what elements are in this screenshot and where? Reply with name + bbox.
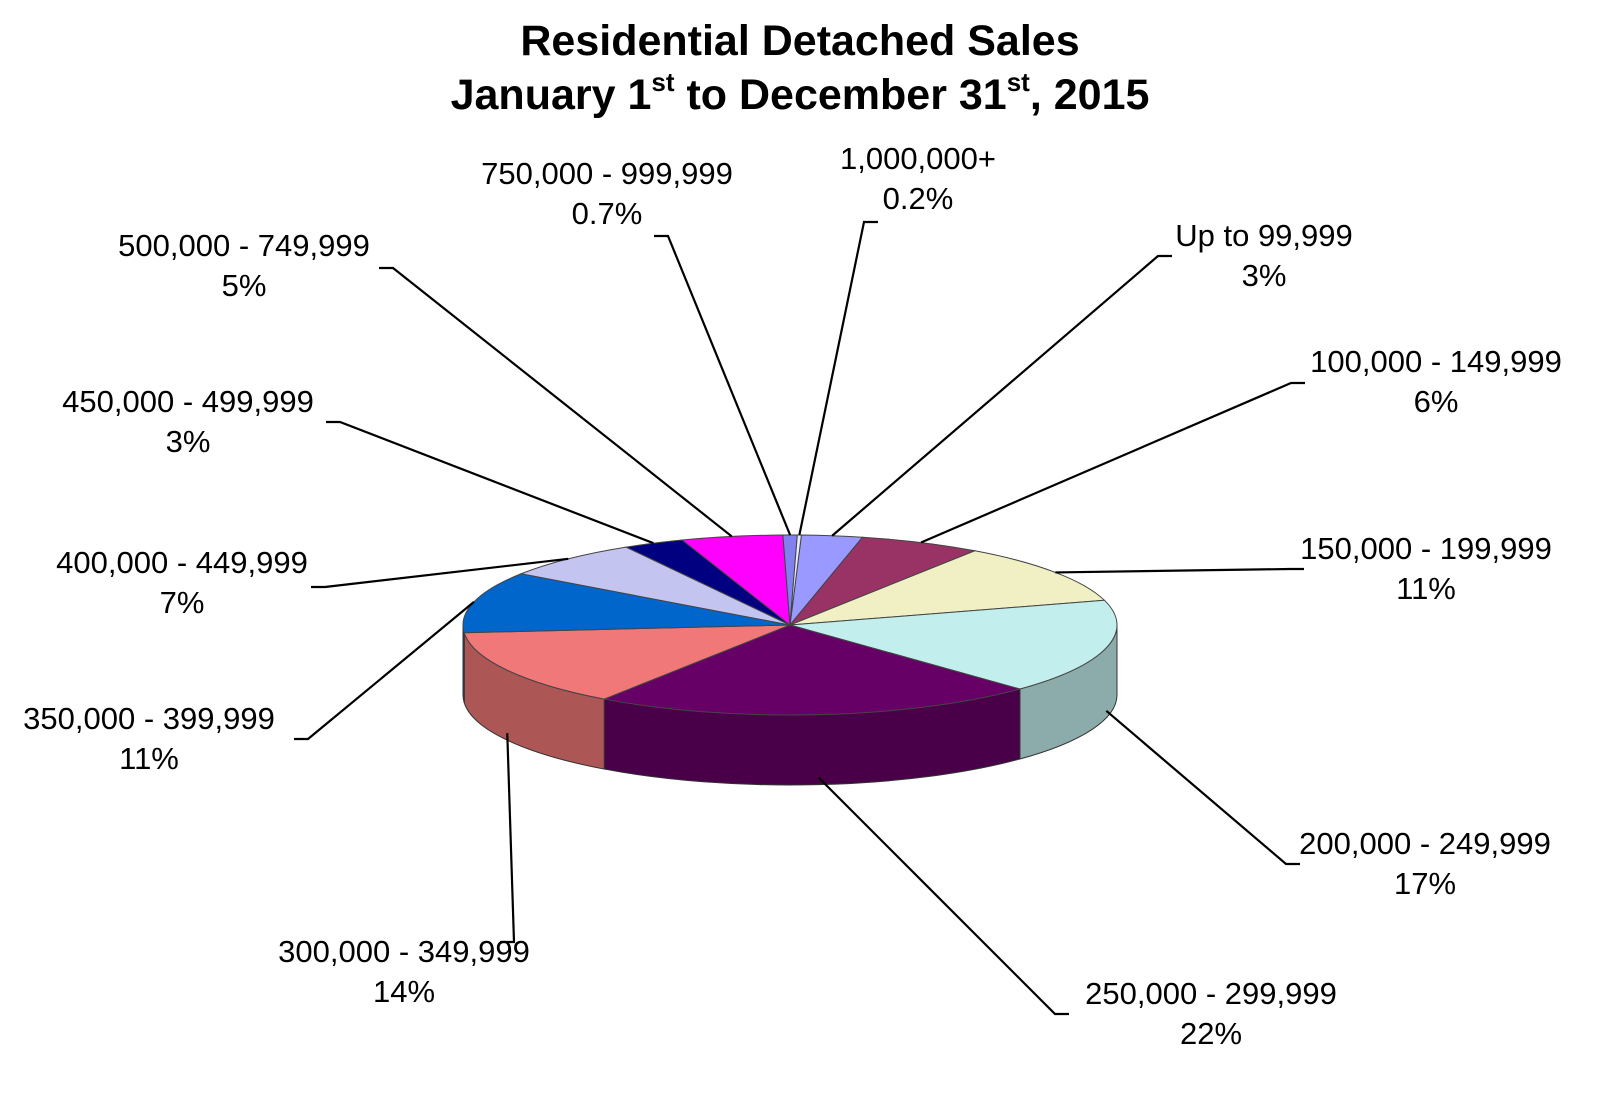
slice-percent-4: 22%: [1180, 1016, 1242, 1051]
leader-line-7: [311, 557, 569, 589]
slice-label-3: 200,000 - 249,999: [1299, 826, 1551, 861]
pie-slice-3: [789, 599, 1118, 690]
slice-percent-11: 0.2%: [883, 181, 954, 216]
slice-label-1: 100,000 - 149,999: [1310, 344, 1562, 379]
slice-label-5: 300,000 - 349,999: [278, 934, 530, 969]
slice-percent-6: 11%: [119, 741, 179, 776]
leader-line-2: [1055, 567, 1304, 574]
slice-percent-8: 3%: [166, 424, 211, 459]
leader-line-1: [920, 381, 1305, 544]
slice-percent-3: 17%: [1394, 866, 1456, 901]
pie-labels: Up to 99,999 3% 100,000 - 149,999 6% 150,000…: [23, 141, 1562, 1051]
slice-label-7: 400,000 - 449,999: [56, 545, 308, 580]
leader-line-10: [654, 234, 792, 536]
slice-percent-10: 0.7%: [572, 196, 643, 231]
slice-label-6: 350,000 - 399,999: [23, 701, 275, 736]
slice-percent-5: 14%: [373, 974, 435, 1009]
leader-line-6: [294, 601, 475, 741]
chart-title-line2: January 1st to December 31st, 2015: [450, 67, 1150, 119]
slice-percent-1: 6%: [1414, 384, 1459, 419]
pie-slice-6: [462, 573, 791, 634]
leader-line-11: [798, 220, 878, 536]
chart-title: Residential Detached Sales January 1st t…: [0, 14, 1600, 122]
slice-label-10: 750,000 - 999,999: [481, 156, 733, 191]
leader-line-0: [831, 254, 1172, 537]
leader-line-4: [817, 776, 1069, 1016]
leader-line-8: [326, 420, 654, 545]
slice-label-4: 250,000 - 299,999: [1085, 976, 1337, 1011]
slice-label-8: 450,000 - 499,999: [62, 384, 314, 419]
pie-side-6: [462, 624, 465, 703]
slice-percent-2: 11%: [1396, 571, 1456, 606]
pie-slice-7: [519, 546, 791, 626]
slice-label-9: 500,000 - 749,999: [118, 228, 370, 263]
leader-line-9: [379, 266, 733, 538]
slice-percent-7: 7%: [160, 585, 205, 620]
pie-slice-4: [602, 624, 1022, 716]
slice-label-11: 1,000,000+: [840, 141, 996, 176]
pie-slice-1: [789, 536, 977, 626]
chart-title-line1: Residential Detached Sales: [520, 17, 1080, 65]
pie-slice-5: [463, 624, 791, 700]
slice-percent-0: 3%: [1242, 258, 1287, 293]
slice-label-2: 150,000 - 199,999: [1300, 531, 1552, 566]
leader-line-5: [500, 733, 516, 944]
pie-top: [462, 534, 1118, 716]
slice-percent-9: 5%: [222, 268, 267, 303]
slice-label-0: Up to 99,999: [1175, 218, 1353, 253]
pie-side-walls: [462, 624, 1118, 786]
leader-line-3: [1105, 710, 1300, 866]
